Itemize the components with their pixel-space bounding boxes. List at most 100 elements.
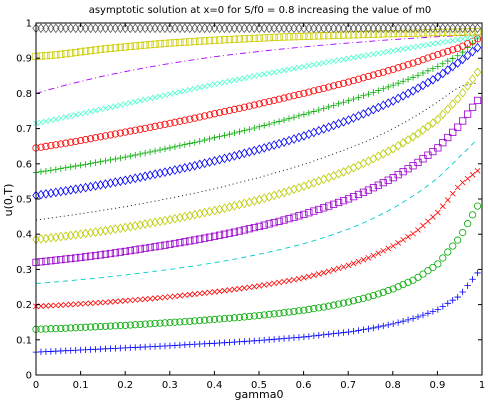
data-point xyxy=(275,217,283,225)
data-point xyxy=(211,289,218,295)
data-point xyxy=(57,115,64,122)
data-point xyxy=(439,23,447,34)
data-point xyxy=(270,23,278,34)
data-point xyxy=(335,329,342,337)
data-point xyxy=(414,23,422,34)
data-point xyxy=(364,186,372,194)
data-point xyxy=(92,300,99,306)
series xyxy=(33,167,481,310)
data-point xyxy=(301,274,307,281)
data-point xyxy=(349,77,358,85)
data-point xyxy=(375,323,382,331)
data-point xyxy=(76,23,85,34)
data-point xyxy=(196,84,203,91)
data-point xyxy=(221,287,228,294)
data-point xyxy=(315,205,323,214)
y-tick-label: 0.6 xyxy=(16,159,32,170)
data-point xyxy=(295,334,303,341)
data-point xyxy=(201,136,208,144)
data-point xyxy=(126,23,134,34)
data-point xyxy=(365,52,372,58)
data-point xyxy=(77,253,85,262)
data-point xyxy=(291,276,297,283)
series-line xyxy=(35,138,478,284)
data-point xyxy=(146,148,154,156)
data-point xyxy=(395,240,402,246)
data-point xyxy=(468,103,477,111)
data-point xyxy=(250,312,258,320)
data-point xyxy=(216,288,223,295)
data-point xyxy=(122,101,129,107)
y-tick-label: 0.4 xyxy=(16,230,32,241)
data-point xyxy=(231,77,238,83)
data-point xyxy=(365,255,372,261)
data-point xyxy=(330,301,338,309)
data-point xyxy=(91,23,100,34)
data-point xyxy=(325,23,333,34)
y-tick-label: 0.3 xyxy=(16,265,32,276)
data-point xyxy=(464,282,471,289)
data-point xyxy=(201,234,209,242)
data-point xyxy=(67,254,75,263)
data-point xyxy=(434,23,442,34)
data-point xyxy=(295,132,303,143)
data-point xyxy=(250,23,258,34)
data-point xyxy=(231,129,238,137)
data-point xyxy=(57,165,65,172)
data-point xyxy=(132,297,139,303)
data-point xyxy=(325,331,332,338)
data-point xyxy=(459,228,467,237)
data-point xyxy=(424,23,432,34)
data-point xyxy=(369,71,377,79)
data-point xyxy=(62,50,70,58)
data-point xyxy=(236,128,243,135)
data-point xyxy=(435,40,441,46)
data-point xyxy=(424,121,432,132)
data-point xyxy=(434,114,442,125)
data-point xyxy=(369,30,377,38)
data-point xyxy=(52,325,60,333)
data-point xyxy=(355,327,362,334)
data-point xyxy=(369,184,377,192)
data-point xyxy=(275,138,283,149)
data-point xyxy=(454,293,461,301)
data-point xyxy=(136,23,144,34)
data-point xyxy=(156,23,164,34)
data-point xyxy=(71,23,80,34)
data-point xyxy=(385,321,392,329)
data-point xyxy=(186,115,194,123)
data-point xyxy=(345,55,352,62)
data-point xyxy=(230,23,239,34)
data-point xyxy=(344,31,353,39)
data-point xyxy=(106,131,115,139)
data-point xyxy=(385,48,392,55)
data-point xyxy=(250,145,258,156)
data-point xyxy=(364,72,372,80)
x-tick-label: 0.7 xyxy=(340,380,356,391)
data-point xyxy=(320,23,328,34)
data-point xyxy=(415,43,421,50)
data-point xyxy=(468,28,477,36)
data-point xyxy=(310,61,317,68)
data-point xyxy=(349,297,358,305)
data-point xyxy=(286,277,292,284)
data-point xyxy=(181,38,189,46)
data-point xyxy=(429,65,437,72)
data-point xyxy=(176,142,184,149)
data-point xyxy=(42,52,50,60)
data-point xyxy=(225,314,234,322)
data-point xyxy=(230,228,239,236)
data-point xyxy=(67,301,74,308)
data-point xyxy=(444,104,452,114)
data-point xyxy=(384,176,392,184)
data-point xyxy=(186,38,194,46)
data-point xyxy=(162,92,168,99)
data-point xyxy=(72,112,79,118)
data-point xyxy=(250,223,258,232)
data-point xyxy=(404,278,412,286)
data-point xyxy=(270,190,278,201)
data-point xyxy=(142,96,148,103)
data-point xyxy=(344,195,353,203)
data-point xyxy=(57,324,65,333)
data-point xyxy=(246,74,253,80)
